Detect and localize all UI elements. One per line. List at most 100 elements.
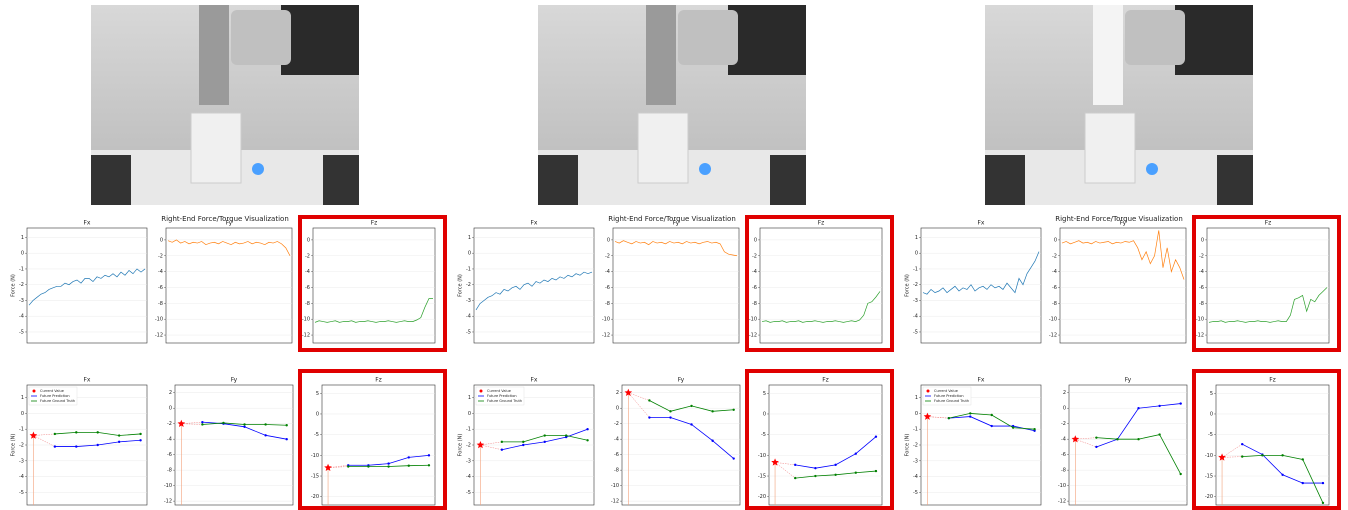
legend-label: Future Ground Truth	[934, 399, 969, 403]
chart-title: Fy	[673, 220, 680, 227]
chart-title: Fx	[977, 377, 984, 384]
y-tick-label: 1	[915, 235, 918, 241]
point	[711, 410, 713, 412]
y-tick-label: -10	[302, 317, 310, 323]
point	[1158, 433, 1160, 435]
y-tick-label: 0	[763, 411, 766, 417]
y-tick-label: -3	[466, 298, 471, 304]
y-tick-label: -4	[1061, 437, 1066, 443]
y-tick-label: 0	[169, 406, 172, 412]
point	[565, 434, 567, 436]
y-tick-label: -10	[1058, 483, 1066, 489]
legend-label: Future Prediction	[40, 394, 70, 398]
y-tick-label: -15	[758, 474, 766, 480]
y-tick-label: -4	[167, 437, 172, 443]
y-tick-label: -5	[466, 490, 471, 496]
point	[428, 464, 430, 466]
plot-area	[1069, 385, 1187, 505]
y-tick-label: -3	[466, 458, 471, 464]
point	[201, 423, 203, 425]
chart-title: Fx	[977, 220, 984, 227]
y-tick-label: -10	[1196, 317, 1204, 323]
y-tick-label: -4	[913, 474, 918, 480]
y-tick-label: -8	[605, 301, 610, 307]
photo-dark-corner	[728, 5, 806, 75]
plot-area	[313, 228, 435, 343]
y-tick-label: -2	[614, 421, 619, 427]
y-tick-label: 2	[616, 390, 619, 396]
point	[690, 405, 692, 407]
point	[1302, 458, 1304, 460]
point	[75, 445, 77, 447]
y-tick-label: -4	[19, 314, 24, 320]
y-tick-label: -10	[1205, 453, 1213, 459]
point	[1322, 482, 1324, 484]
adapter	[638, 113, 688, 183]
y-tick-label: 1	[468, 395, 471, 401]
y-tick-label: -4	[1199, 269, 1204, 275]
y-tick-label: 0	[1063, 406, 1066, 412]
point	[139, 439, 141, 441]
point	[669, 410, 671, 412]
chart-title: Fz	[1269, 377, 1276, 384]
y-tick-label: -20	[311, 494, 319, 500]
y-tick-label: -10	[611, 483, 619, 489]
y-tick-label: -6	[167, 452, 172, 458]
photo	[985, 5, 1253, 205]
y-tick-label: -2	[913, 443, 918, 449]
y-tick-label: -2	[466, 443, 471, 449]
point	[97, 444, 99, 446]
y-tick-label: -8	[1199, 301, 1204, 307]
y-tick-label: 1	[21, 235, 24, 241]
point	[814, 467, 816, 469]
legend-label: Current Value	[934, 389, 958, 393]
y-tick-label: -20	[758, 494, 766, 500]
y-tick-label: 0	[1054, 237, 1057, 243]
legend-label: Future Prediction	[934, 394, 964, 398]
point	[264, 423, 266, 425]
y-tick-label: 0	[21, 411, 24, 417]
point	[732, 457, 734, 459]
y-tick-label: 0	[915, 411, 918, 417]
y-tick-label: 2	[1063, 390, 1066, 396]
y-tick-label: -4	[19, 474, 24, 480]
y-tick-label: -4	[158, 269, 163, 275]
y-tick-label: -6	[752, 285, 757, 291]
point	[285, 438, 287, 440]
plot-area	[474, 228, 594, 343]
plot-area	[27, 228, 147, 343]
y-tick-label: 0	[607, 237, 610, 243]
chart-title: Fx	[83, 220, 90, 227]
y-tick-label: -8	[752, 301, 757, 307]
y-tick-label: -8	[1052, 301, 1057, 307]
y-tick-label: -6	[1061, 452, 1066, 458]
point	[586, 428, 588, 430]
y-tick-label: -15	[1205, 474, 1213, 480]
point	[118, 434, 120, 436]
point	[1095, 436, 1097, 438]
chart-title: Fz	[1265, 220, 1272, 227]
y-tick-label: -12	[302, 333, 310, 339]
point	[243, 426, 245, 428]
point	[969, 412, 971, 414]
y-tick-label: -6	[1052, 285, 1057, 291]
y-tick-label: 0	[160, 237, 163, 243]
y-tick-label: -12	[164, 499, 172, 505]
point	[690, 423, 692, 425]
point	[711, 440, 713, 442]
y-tick-label: -12	[1049, 333, 1057, 339]
point	[428, 454, 430, 456]
robot-arm	[199, 5, 229, 105]
point	[1322, 502, 1324, 504]
y-tick-label: -10	[1049, 317, 1057, 323]
point	[948, 417, 950, 419]
photo	[538, 5, 806, 205]
y-tick-label: -2	[19, 443, 24, 449]
y-tick-label: -3	[913, 298, 918, 304]
y-tick-label: -5	[314, 432, 319, 438]
y-tick-label: -15	[311, 474, 319, 480]
strip-right	[323, 155, 359, 205]
point	[201, 421, 203, 423]
photo	[91, 5, 359, 205]
y-tick-label: -8	[614, 468, 619, 474]
